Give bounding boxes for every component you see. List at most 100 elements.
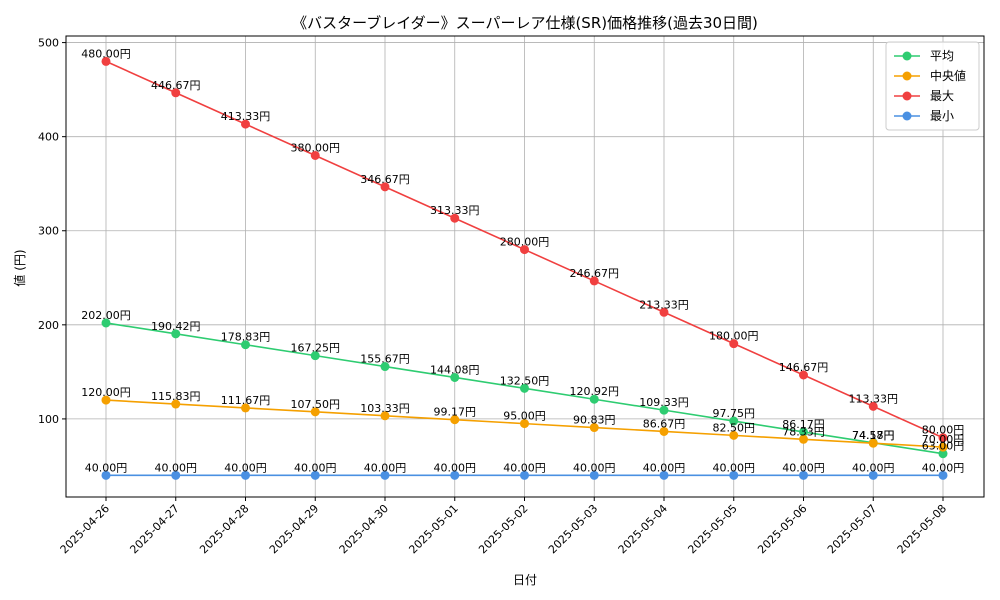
y-axis-label: 値 (円) — [12, 249, 27, 286]
legend-marker — [902, 51, 912, 61]
data-point — [868, 438, 878, 448]
y-tick-label: 300 — [38, 225, 59, 238]
data-label: 40.00円 — [294, 461, 337, 474]
data-label: 115.83円 — [151, 390, 201, 403]
data-point — [799, 470, 808, 480]
x-tick-label: 2025-05-03 — [546, 502, 600, 556]
data-point — [729, 470, 739, 480]
data-label: 40.00円 — [224, 461, 267, 474]
data-label: 40.00円 — [852, 461, 895, 474]
data-point — [659, 470, 669, 480]
data-point — [938, 470, 948, 480]
legend-marker — [902, 111, 912, 121]
data-point — [310, 150, 320, 160]
data-point — [450, 415, 460, 425]
data-label: 178.83円 — [221, 331, 271, 344]
data-label: 82.50円 — [713, 421, 756, 434]
data-point — [171, 329, 181, 339]
data-label: 120.00円 — [81, 386, 131, 399]
data-label: 40.00円 — [643, 461, 686, 474]
x-tick-label: 2025-05-02 — [476, 502, 530, 556]
data-label: 80.00円 — [922, 424, 965, 437]
data-point — [520, 419, 529, 429]
data-label: 480.00円 — [81, 47, 131, 60]
data-point — [171, 399, 181, 409]
data-point — [868, 401, 878, 411]
x-tick-label: 2025-05-06 — [755, 502, 809, 556]
x-tick-label: 2025-05-01 — [406, 502, 460, 556]
data-label: 113.33円 — [849, 392, 899, 405]
data-label: 74.58円 — [852, 429, 895, 442]
legend-entry: 平均 — [930, 49, 954, 63]
data-labels: 202.00円 190.42円 178.83円 167.25円 155.67円 144.0… — [81, 47, 964, 474]
data-label: 63.00円 — [922, 440, 965, 453]
data-point — [310, 351, 320, 361]
y-tick-label: 100 — [38, 413, 59, 426]
data-point — [589, 423, 599, 433]
data-label: 213.33円 — [639, 298, 689, 311]
data-point — [101, 395, 111, 405]
data-label: 132.50円 — [500, 374, 550, 387]
data-point — [589, 394, 599, 404]
data-point — [659, 405, 669, 415]
series-layer — [101, 56, 948, 480]
data-label: 380.00円 — [291, 141, 341, 154]
data-label: 413.33円 — [221, 110, 271, 123]
data-label: 280.00円 — [500, 236, 550, 249]
data-label: 246.67円 — [570, 267, 620, 280]
data-label: 346.67円 — [360, 173, 410, 186]
data-label: 40.00円 — [364, 461, 407, 474]
data-label: 95.00円 — [503, 410, 546, 423]
data-label: 144.08円 — [430, 363, 480, 376]
legend-box — [885, 41, 980, 131]
data-label: 40.00円 — [155, 461, 198, 474]
x-axis-label: 日付 — [513, 573, 537, 587]
data-point — [310, 470, 320, 480]
data-point — [938, 442, 948, 452]
x-tick-label: 2025-05-08 — [895, 502, 949, 556]
x-tick-label: 2025-05-07 — [825, 502, 879, 556]
data-label: 313.33円 — [430, 204, 480, 217]
data-point — [101, 470, 111, 480]
x-tick-label: 2025-05-05 — [685, 502, 739, 556]
data-point — [799, 427, 808, 437]
data-label: 40.00円 — [922, 461, 965, 474]
data-label: 103.33円 — [360, 402, 410, 415]
data-point — [241, 470, 250, 480]
data-label: 40.00円 — [85, 461, 128, 474]
data-label: 190.42円 — [151, 320, 201, 333]
data-point — [241, 119, 250, 129]
data-label: 78.33円 — [782, 425, 825, 438]
data-point — [450, 213, 460, 223]
data-label: 40.00円 — [434, 461, 477, 474]
x-tick-label: 2025-04-29 — [267, 502, 321, 556]
data-label: 202.00円 — [81, 309, 131, 322]
data-point — [241, 340, 250, 350]
data-label: 86.17円 — [782, 418, 825, 431]
data-label: 120.92円 — [570, 385, 620, 398]
chart-title: 《バスターブレイダー》スーパーレア仕様(SR)価格推移(過去30日間) — [292, 14, 758, 32]
data-point — [380, 362, 390, 372]
data-point — [799, 370, 808, 380]
legend-entry: 最小 — [930, 109, 954, 123]
data-point — [589, 470, 599, 480]
data-point — [380, 411, 390, 421]
legend-marker — [902, 71, 912, 81]
data-label: 146.67円 — [779, 361, 829, 374]
data-point — [380, 470, 390, 480]
data-point — [101, 318, 111, 328]
data-label: 446.67円 — [151, 79, 201, 92]
data-point — [171, 88, 181, 98]
grid-lines — [66, 36, 984, 497]
y-axis-ticks: 100 200 300 400 500 — [38, 37, 66, 426]
data-point — [729, 430, 739, 440]
data-label: 70.00円 — [922, 433, 965, 446]
x-axis-ticks: 2025-04-26 2025-04-27 2025-04-28 2025-04-29… — [58, 497, 949, 556]
data-label: 155.67円 — [360, 353, 410, 366]
data-label: 40.00円 — [503, 461, 546, 474]
data-point — [729, 339, 739, 349]
data-point — [659, 307, 669, 317]
